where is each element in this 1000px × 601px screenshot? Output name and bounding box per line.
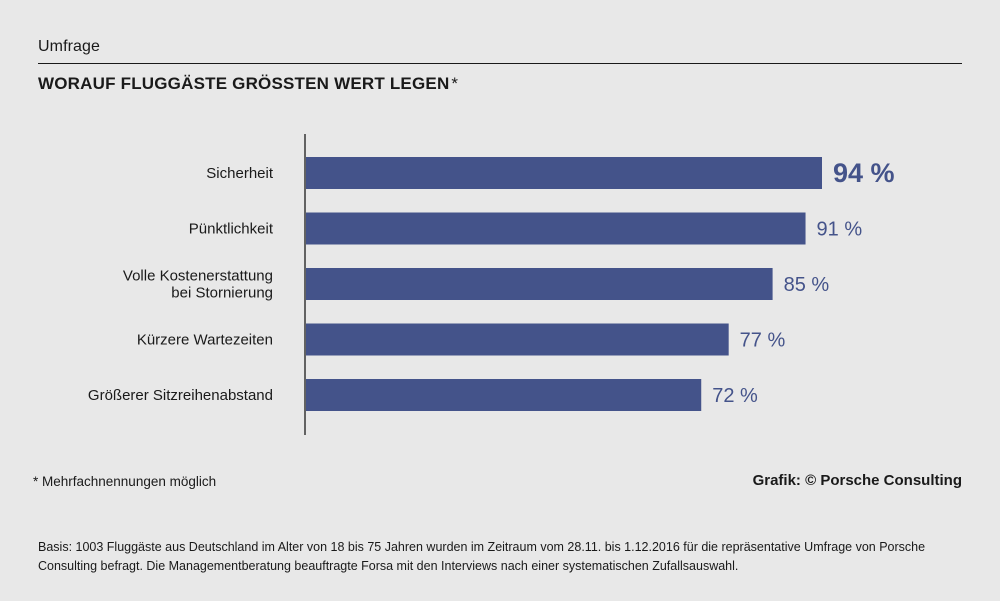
- value-label-0: 94 %: [833, 158, 895, 188]
- category-label-line: Pünktlichkeit: [189, 221, 274, 238]
- category-label-line: bei Stornierung: [171, 285, 273, 302]
- value-label-2: 85 %: [784, 274, 830, 296]
- category-label-line: Kürzere Wartezeiten: [137, 332, 273, 349]
- survey-kicker: Umfrage: [38, 38, 101, 55]
- category-label-line: Volle Kostenerstattung: [123, 268, 273, 285]
- chart-title-text: WORAUF FLUGGÄSTE GRÖSSTEN WERT LEGEN: [38, 74, 450, 93]
- category-label-3: Kürzere Wartezeiten: [137, 332, 273, 349]
- value-label-4: 72 %: [712, 385, 758, 407]
- category-label-line: Sicherheit: [206, 165, 274, 182]
- category-label-line: Größerer Sitzreihenabstand: [88, 387, 273, 404]
- value-label-3: 77 %: [740, 330, 786, 352]
- chart-title: WORAUF FLUGGÄSTE GRÖSSTEN WERT LEGEN *: [38, 74, 458, 94]
- bar-0: [306, 157, 822, 189]
- category-label-2: Volle Kostenerstattung bei Stornierung: [123, 268, 273, 302]
- bar-4: [306, 379, 702, 411]
- bar-2: [306, 268, 773, 300]
- bar-3: [306, 323, 729, 356]
- category-label-0: Sicherheit: [206, 165, 274, 182]
- bar-1: [306, 212, 806, 245]
- bar-chart: Sicherheit 94 % Pünktlichkeit 91 % Volle Kos…: [88, 134, 895, 435]
- category-label-4: Größerer Sitzreihenabstand: [88, 387, 273, 404]
- graphic-credit: Grafik: © Porsche Consulting: [752, 472, 962, 489]
- chart-title-mark: *: [451, 74, 459, 93]
- header-rule: [38, 63, 962, 64]
- category-label-1: Pünktlichkeit: [189, 221, 274, 238]
- value-label-1: 91 %: [817, 219, 863, 241]
- footnote: * Mehrfachnennungen möglich: [33, 474, 217, 489]
- basis-note: Basis: 1003 Fluggäste aus Deutschland im…: [38, 540, 926, 573]
